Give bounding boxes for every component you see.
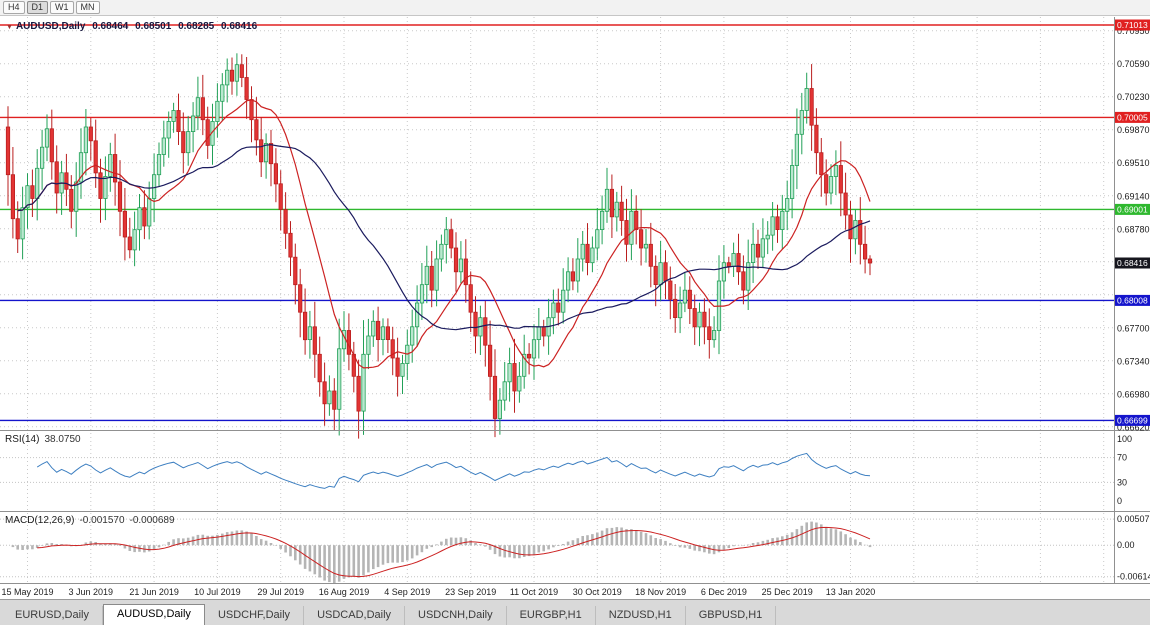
- ohlc-high: 0.68501: [135, 21, 172, 32]
- macd-axis-label: 0.00: [1117, 540, 1135, 550]
- rsi-line: [36, 452, 871, 489]
- price-axis-label: 0.69140: [1117, 192, 1150, 202]
- date-axis-label: 21 Jun 2019: [129, 587, 179, 597]
- macd-axis-label: 0.005076: [1117, 514, 1150, 524]
- date-axis-label: 25 Dec 2019: [762, 587, 813, 597]
- tab-audusd-daily[interactable]: AUDUSD,Daily: [102, 604, 205, 625]
- date-axis-label: 23 Sep 2019: [445, 587, 496, 597]
- ma-fast-line: [17, 99, 871, 369]
- svg-text:0.68416: 0.68416: [1117, 258, 1148, 268]
- rsi-axis-label: 100: [1117, 434, 1132, 444]
- price-tag: [1115, 294, 1150, 306]
- ohlc-low: 0.68285: [178, 21, 215, 32]
- indicator-lines: [17, 99, 871, 578]
- price-axis-label: 0.70950: [1117, 26, 1150, 36]
- macd-signal-line: [37, 526, 871, 578]
- tab-nzdusd-h1[interactable]: NZDUSD,H1: [596, 606, 686, 625]
- svg-text:0.71013: 0.71013: [1117, 20, 1148, 30]
- price-axis-label: 0.69510: [1117, 158, 1150, 168]
- date-axis-label: 6 Dec 2019: [701, 587, 747, 597]
- tab-eurgbp-h1[interactable]: EURGBP,H1: [507, 606, 596, 625]
- price-tag: [1115, 203, 1150, 215]
- ohlc-close: 0.68416: [221, 21, 258, 32]
- price-axis-label: 0.70230: [1117, 92, 1150, 102]
- rsi-axis-label: 70: [1117, 453, 1127, 463]
- price-axis-label: 0.66980: [1117, 390, 1150, 400]
- price-axis-label: 0.67700: [1117, 324, 1150, 334]
- symbol-marker-icon: ▼: [6, 24, 13, 31]
- price-axis-label: 0.70590: [1117, 59, 1150, 69]
- macd-signal-value: -0.000689: [129, 515, 175, 526]
- axes: 0.70950 0.70590 0.70230 0.69870 0.69510 0.691…: [0, 17, 1150, 597]
- timeframe-button-mn[interactable]: MN: [75, 1, 100, 14]
- grid: [0, 17, 1114, 584]
- rsi-value: 38.0750: [44, 434, 81, 445]
- price-tag: [1115, 257, 1150, 269]
- macd-main-value: -0.001570: [79, 515, 125, 526]
- price-axis-label: 0.66620: [1117, 423, 1150, 433]
- price-chart-canvas[interactable]: 0.70950 0.70590 0.70230 0.69870 0.69510 0.691…: [0, 17, 1150, 599]
- date-axis-label: 15 May 2019: [1, 587, 53, 597]
- rsi-header: RSI(14) 38.0750: [5, 434, 81, 445]
- chart-tab-bar: EURUSD,Daily AUDUSD,Daily USDCHF,Daily USDC…: [0, 599, 1150, 625]
- price-tag: [1115, 111, 1150, 123]
- price-tag: [1115, 19, 1150, 31]
- ma-slow-line: [17, 144, 871, 331]
- tab-usdchf-daily[interactable]: USDCHF,Daily: [205, 606, 305, 625]
- tab-gbpusd-h1[interactable]: GBPUSD,H1: [686, 606, 777, 625]
- chart-title: ▼ AUDUSD,Daily 0.68464 0.68501 0.68285 0.…: [6, 21, 261, 32]
- timeframe-toolbar: H4 D1 W1 MN: [0, 0, 1150, 16]
- macd-label: MACD(12,26,9): [5, 515, 75, 526]
- macd-axis-label: -0.006148: [1117, 572, 1150, 582]
- tab-eurusd-daily[interactable]: EURUSD,Daily: [2, 606, 103, 625]
- price-axis-label: 0.69870: [1117, 125, 1150, 135]
- date-axis-label: 29 Jul 2019: [257, 587, 304, 597]
- macd-header: MACD(12,26,9) -0.001570 -0.000689: [5, 515, 175, 526]
- date-axis-label: 13 Jan 2020: [826, 587, 876, 597]
- date-axis-label: 10 Jul 2019: [194, 587, 241, 597]
- date-axis-label: 11 Oct 2019: [510, 587, 558, 597]
- date-axis-label: 16 Aug 2019: [319, 587, 370, 597]
- svg-text:0.68008: 0.68008: [1117, 296, 1148, 306]
- rsi-label: RSI(14): [5, 434, 40, 445]
- date-axis-label: 4 Sep 2019: [384, 587, 430, 597]
- ohlc-open: 0.68464: [92, 21, 129, 32]
- date-axis-label: 18 Nov 2019: [635, 587, 686, 597]
- svg-text:0.66699: 0.66699: [1117, 416, 1148, 426]
- timeframe-button-w1[interactable]: W1: [50, 1, 74, 14]
- tab-usdcad-daily[interactable]: USDCAD,Daily: [304, 606, 406, 625]
- price-axis-label: 0.67340: [1117, 357, 1150, 367]
- chart-symbol: AUDUSD,Daily: [15, 21, 86, 32]
- price-axis-label: 0.68780: [1117, 225, 1150, 235]
- horizontal-level-lines: [0, 24, 1114, 422]
- timeframe-button-d1[interactable]: D1: [26, 1, 49, 14]
- tab-usdcnh-daily[interactable]: USDCNH,Daily: [405, 606, 507, 625]
- svg-text:0.70005: 0.70005: [1117, 113, 1148, 123]
- timeframe-button-h4[interactable]: H4: [3, 1, 25, 14]
- svg-text:0.69001: 0.69001: [1117, 205, 1148, 215]
- date-axis-label: 3 Jun 2019: [69, 587, 114, 597]
- rsi-axis-label: 30: [1117, 477, 1127, 487]
- rsi-axis-label: 0: [1117, 496, 1122, 506]
- price-tag: [1115, 414, 1150, 426]
- chart-area: 0.70950 0.70590 0.70230 0.69870 0.69510 0.691…: [0, 17, 1150, 599]
- date-axis-label: 30 Oct 2019: [573, 587, 622, 597]
